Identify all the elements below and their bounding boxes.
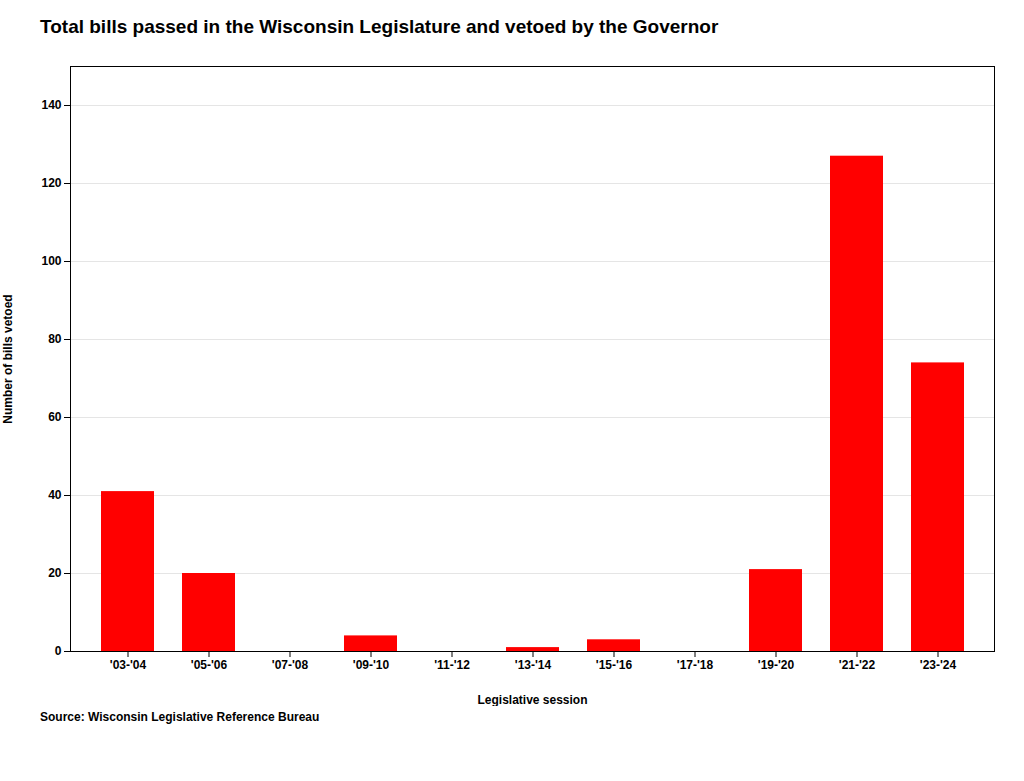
svg-text:'11-'12: '11-'12 [434,658,470,672]
svg-text:'23-'24: '23-'24 [920,658,957,672]
svg-text:'07-'08: '07-'08 [272,658,309,672]
svg-text:Legislative session: Legislative session [477,693,587,707]
svg-text:'19-'20: '19-'20 [758,658,795,672]
svg-text:'17-'18: '17-'18 [677,658,714,672]
html-text:Source: Wisconsin Legislative: Source: Wisconsin Legislative Reference … [40,710,320,724]
svg-text:60: 60 [48,410,62,424]
svg-text:Number of bills vetoed: Number of bills vetoed [1,294,15,423]
svg-text:80: 80 [48,332,62,346]
svg-text:120: 120 [41,176,61,190]
svg-text:'09-'10: '09-'10 [353,658,390,672]
svg-text:20: 20 [48,566,62,580]
svg-text:'21-'22: '21-'22 [839,658,876,672]
svg-text:'15-'16: '15-'16 [596,658,633,672]
svg-text:140: 140 [41,98,61,112]
html-text:Total bills passed in the Wisc: Total bills passed in the Wisconsin Legi… [40,16,719,37]
svg-text:'05-'06: '05-'06 [191,658,228,672]
svg-text:40: 40 [48,488,62,502]
svg-text:0: 0 [55,644,62,658]
svg-text:'13-'14: '13-'14 [515,658,552,672]
svg-text:100: 100 [41,254,61,268]
svg-text:'03-'04: '03-'04 [110,658,147,672]
